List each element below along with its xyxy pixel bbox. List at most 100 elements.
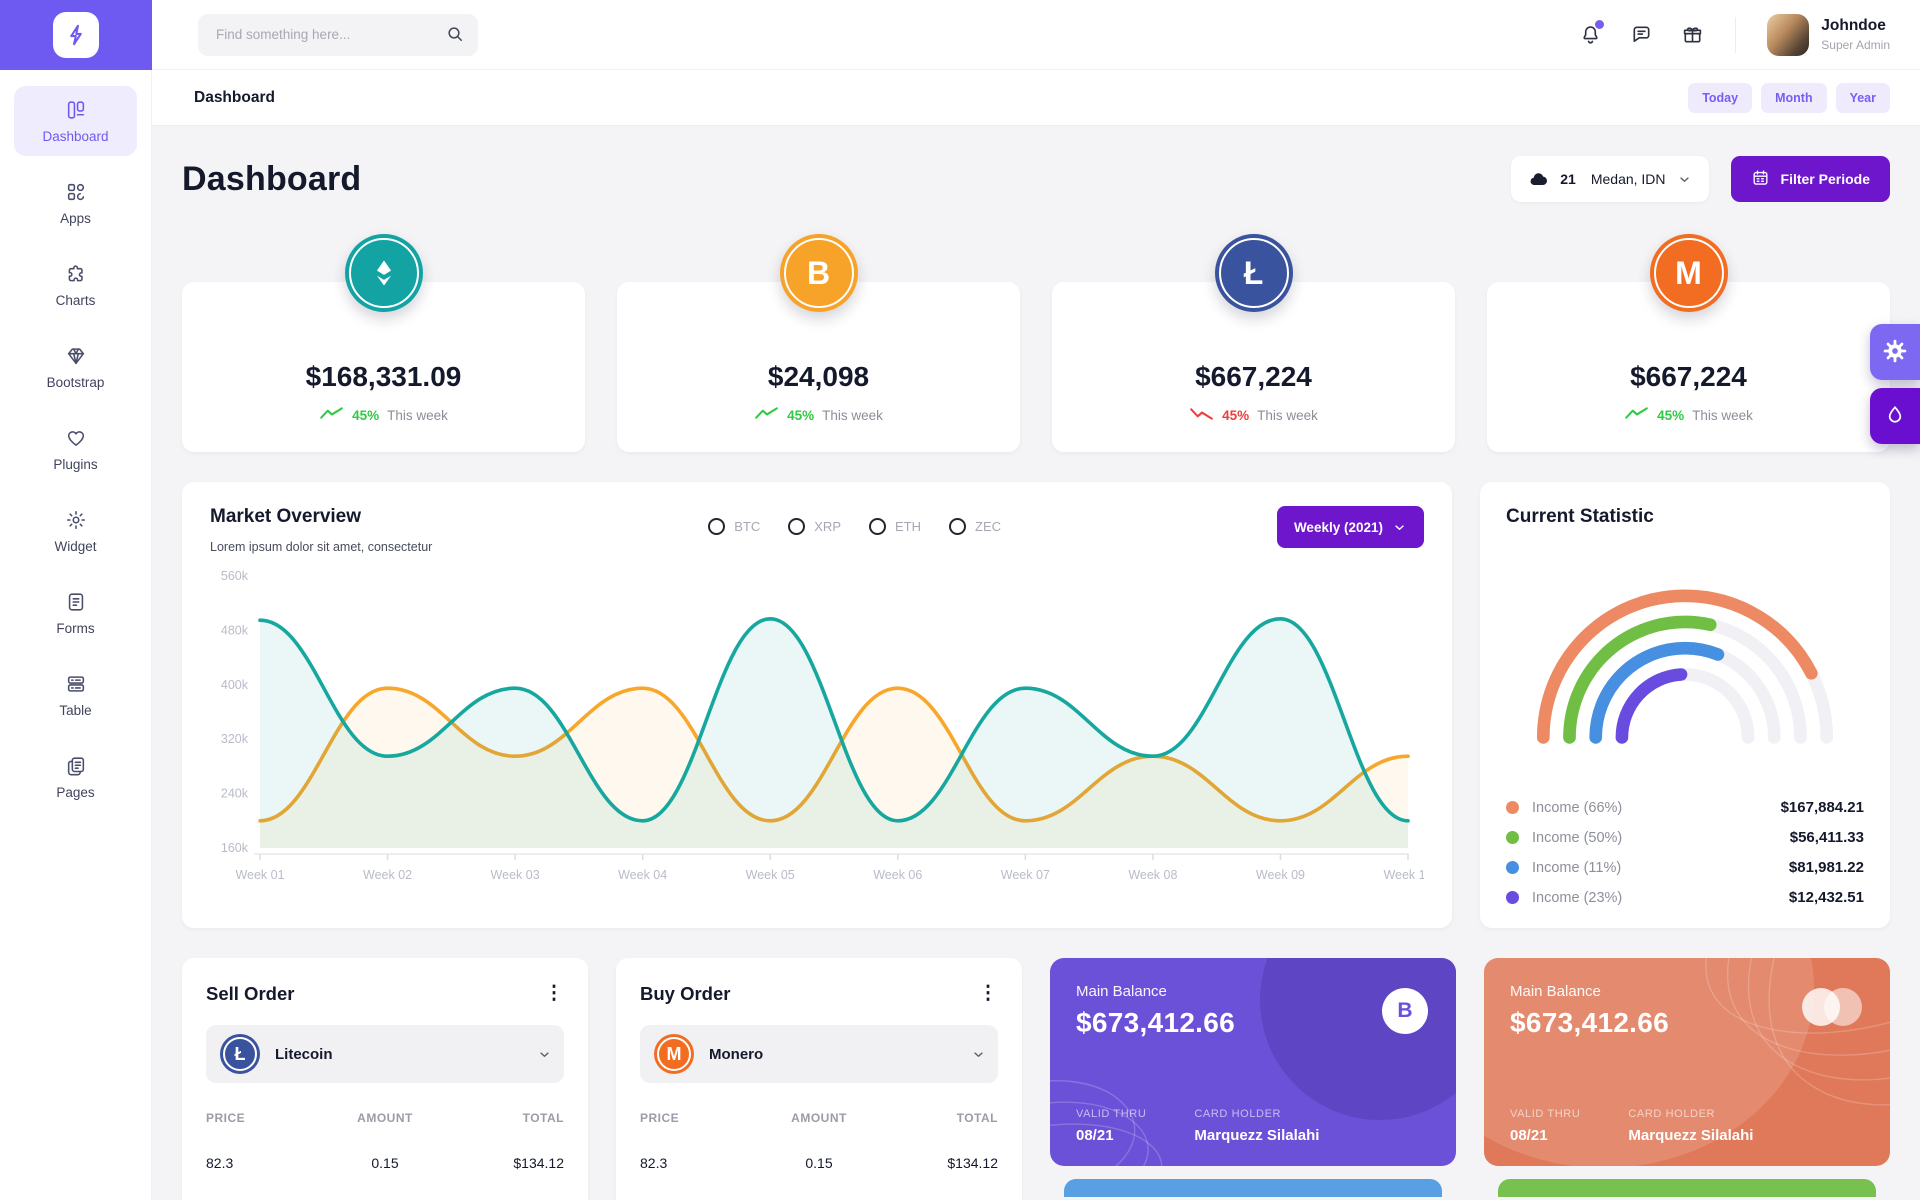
column-header: PRICE (206, 1111, 246, 1125)
search-input[interactable] (198, 13, 478, 56)
rewards-button[interactable] (1680, 23, 1704, 47)
sidebar-item-apps[interactable]: Apps (14, 168, 137, 238)
sidebar-item-table[interactable]: Table (14, 660, 137, 730)
column-header: PRICE (640, 1111, 680, 1125)
sidebar-item-plugins[interactable]: Plugins (14, 414, 137, 484)
income-legend-row: Income (23%) $12,432.51 (1506, 889, 1864, 906)
order-row: 82.3 0.15 $134.12 (640, 1155, 998, 1171)
messages-button[interactable] (1629, 23, 1653, 47)
monero-icon: M (654, 1034, 694, 1074)
gauge-legend: Income (66%) $167,884.21 Income (50%) $56,4… (1506, 799, 1864, 906)
sidebar-item-label: Apps (60, 211, 91, 226)
kebab-menu-icon[interactable] (978, 982, 998, 1005)
user-menu[interactable]: Johndoe Super Admin (1767, 13, 1890, 56)
legend-radio-zec[interactable]: ZEC (949, 518, 1001, 535)
legend-radio-xrp[interactable]: XRP (788, 518, 841, 535)
svg-text:Week 03: Week 03 (491, 868, 540, 882)
avatar (1767, 13, 1810, 56)
sidebar-item-label: Widget (54, 539, 97, 554)
range-button-today[interactable]: Today (1688, 82, 1753, 113)
card-curves-decoration (1705, 958, 1890, 1106)
order-table-rows: 82.3 0.15 $134.12 (206, 1155, 564, 1171)
filter-periode-button[interactable]: Filter Periode (1730, 156, 1890, 202)
coin-name: Monero (709, 1045, 764, 1063)
balance-label: Main Balance (1076, 983, 1167, 1000)
income-value: $12,432.51 (1788, 889, 1864, 906)
stat-card: M $667,224 45% This week (1487, 234, 1890, 452)
sidebar-item-label: Plugins (53, 457, 98, 472)
stat-cards-row: $168,331.09 45% This week B $24,098 45% … (182, 234, 1890, 452)
sidebar-item-charts[interactable]: Charts (14, 250, 137, 320)
sidebar-item-widget[interactable]: Widget (14, 496, 137, 566)
forms-icon (65, 591, 87, 613)
theme-fab[interactable] (1870, 388, 1920, 444)
sidebar-item-dashboard[interactable]: Dashboard (14, 86, 137, 156)
topbar: Johndoe Super Admin (152, 0, 1920, 70)
range-button-year[interactable]: Year (1835, 82, 1890, 113)
trend-period: This week (822, 407, 883, 423)
income-gauge-chart (1520, 562, 1850, 746)
stat-value: $667,224 (1630, 361, 1747, 392)
svg-text:Week 07: Week 07 (1001, 868, 1050, 882)
radio-icon (949, 518, 966, 535)
charts-icon (65, 263, 87, 285)
sell-order-card: Sell Order Ł Litecoin PRICE AMOUNT TOTAL 8… (182, 958, 588, 1200)
legend-radio-eth[interactable]: ETH (869, 518, 921, 535)
column-header: AMOUNT (357, 1111, 413, 1125)
stat-trend: 45% This week (1624, 406, 1753, 424)
notifications-button[interactable] (1578, 19, 1605, 49)
location-select[interactable]: 21 Medan, IDN (1511, 156, 1709, 202)
market-line-chart: 160k 240k 320k 400k 480k 560k Week 01 Week 02 We… (210, 560, 1424, 890)
notification-dot (1595, 19, 1605, 29)
sidebar-item-forms[interactable]: Forms (14, 578, 137, 648)
bell-icon (1579, 25, 1602, 49)
income-label: Income (11%) (1532, 859, 1622, 876)
current-statistic-title: Current Statistic (1506, 506, 1654, 527)
breadcrumb-bar: Dashboard Today Month Year (152, 70, 1920, 126)
divider (1735, 16, 1737, 53)
stat-trend: 45% This week (1189, 406, 1318, 424)
sidebar-item-label: Charts (55, 293, 96, 308)
brand-logo[interactable] (0, 0, 152, 70)
trend-percent: 45% (1222, 407, 1250, 423)
svg-text:Week 04: Week 04 (618, 868, 667, 882)
balance-card: Main Balance $673,412.66 VALID THRU 08/2… (1484, 958, 1890, 1166)
litecoin-icon: Ł (1214, 234, 1293, 312)
legend-dot-icon (1506, 831, 1519, 844)
sidebar-item-bootstrap[interactable]: Bootstrap (14, 332, 137, 402)
next-card-peek (1064, 1179, 1442, 1197)
coin-select[interactable]: Ł Litecoin (206, 1025, 564, 1083)
sidebar: Dashboard Apps Charts Bootstrap Plugins … (0, 70, 152, 1200)
card-holder-value: Marquezz Silalahi (1628, 1127, 1754, 1144)
income-value: $167,884.21 (1780, 799, 1864, 816)
trend-icon (754, 406, 779, 424)
stat-card: $168,331.09 45% This week (182, 234, 585, 452)
kebab-menu-icon[interactable] (544, 982, 564, 1005)
card-holder-label: CARD HOLDER (1194, 1108, 1282, 1120)
search-icon[interactable] (445, 24, 465, 44)
stat-value: $168,331.09 (305, 361, 462, 392)
svg-text:Week 08: Week 08 (1128, 868, 1177, 882)
svg-text:160k: 160k (221, 841, 249, 855)
range-button-month[interactable]: Month (1761, 82, 1827, 113)
sidebar-item-pages[interactable]: Pages (14, 742, 137, 812)
card-curves-decoration (1050, 1080, 1163, 1166)
trend-percent: 45% (787, 407, 815, 423)
coin-name: Litecoin (275, 1045, 333, 1063)
trend-period: This week (1692, 407, 1753, 423)
settings-fab[interactable] (1870, 324, 1920, 380)
period-select-button[interactable]: Weekly (2021) (1276, 506, 1424, 548)
market-overview-title: Market Overview (210, 506, 362, 527)
card-holder-label: CARD HOLDER (1628, 1108, 1716, 1120)
income-label: Income (50%) (1532, 829, 1623, 846)
widget-icon (65, 509, 87, 531)
legend-radio-btc[interactable]: BTC (708, 518, 760, 535)
legend-dot-icon (1506, 891, 1519, 904)
search-box (198, 13, 478, 56)
chat-icon (1630, 25, 1653, 49)
coin-select[interactable]: M Monero (640, 1025, 998, 1083)
trend-icon (1189, 406, 1214, 424)
valid-thru-label: VALID THRU (1076, 1108, 1147, 1120)
svg-text:560k: 560k (221, 569, 249, 583)
